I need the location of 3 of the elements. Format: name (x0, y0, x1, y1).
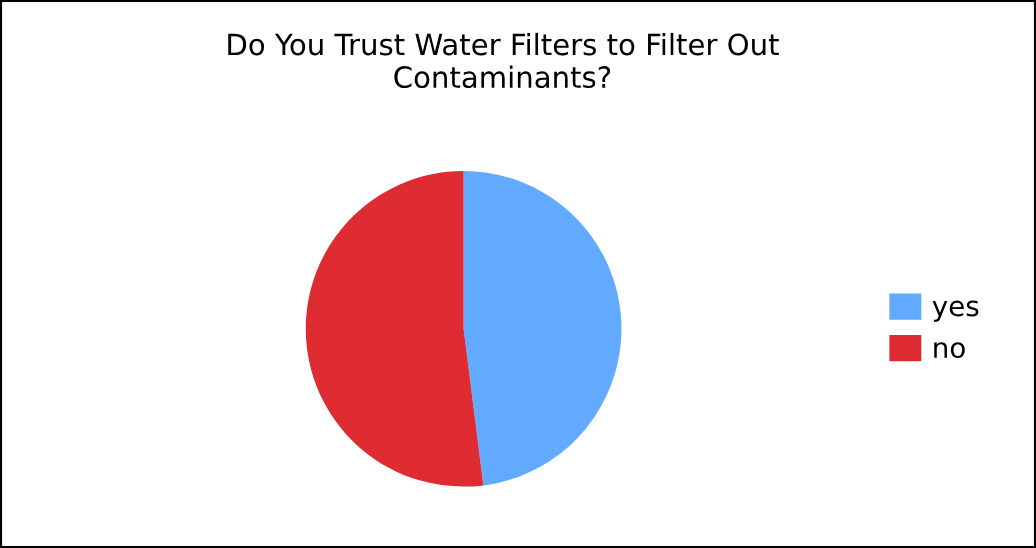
chart-title: Do You Trust Water Filters to Filter Out Contaminants? (228, 32, 779, 89)
legend-label: yes (932, 300, 979, 322)
legend-label: no (934, 342, 965, 359)
